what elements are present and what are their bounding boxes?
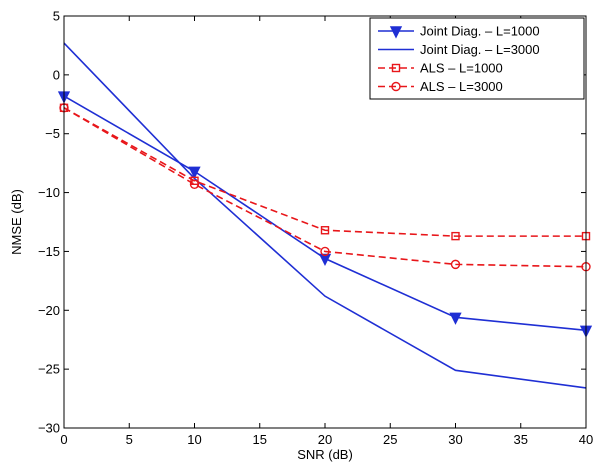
circle-marker (450, 259, 461, 270)
tick-labels: 0 5 10 15 20 25 30 35 40 5 0 −5 −10 −15 −20 −25 −30 (38, 9, 593, 448)
x-tick-label: 10 (187, 432, 201, 447)
axis-ticks (63, 15, 587, 429)
circle-marker (391, 81, 401, 92)
legend-label: ALS – L=3000 (420, 79, 503, 94)
legend-entry-als-l3000: ALS – L=3000 (378, 79, 503, 94)
x-tick-label: 30 (448, 432, 462, 447)
square-marker (190, 176, 199, 186)
y-tick-label: −5 (45, 126, 60, 141)
y-tick-label: 5 (53, 9, 60, 24)
y-tick-label: −30 (38, 421, 60, 436)
legend-entry-als-l1000: ALS – L=1000 (378, 61, 503, 76)
circle-marker (189, 179, 200, 190)
circle-marker (320, 246, 330, 257)
triangle-marker (318, 253, 332, 267)
triangle-marker (449, 312, 462, 325)
square-marker (320, 226, 330, 235)
plot-markers (57, 91, 593, 338)
square-marker (451, 231, 460, 241)
x-axis-label: SNR (dB) (297, 447, 353, 462)
series-line-2 (63, 107, 586, 237)
x-tick-label: 35 (514, 432, 528, 447)
x-tick-label: 25 (383, 432, 397, 447)
x-tick-label: 15 (253, 432, 267, 447)
x-tick-label: 40 (579, 432, 593, 447)
y-tick-label: −10 (38, 185, 60, 200)
x-tick-label: 0 (60, 432, 67, 447)
legend-label: ALS – L=1000 (420, 61, 503, 76)
legend-label: Joint Diag. – L=3000 (420, 42, 540, 57)
y-tick-label: −25 (38, 362, 60, 377)
y-tick-label: 0 (53, 67, 60, 82)
y-axis-label: NMSE (dB) (9, 189, 24, 255)
x-tick-label: 5 (126, 432, 133, 447)
series-line-1 (63, 42, 587, 389)
legend-entry-joint-diag-l1000: Joint Diag. – L=1000 (378, 24, 540, 39)
legend: Joint Diag. – L=1000 Joint Diag. – L=300… (369, 17, 585, 100)
y-tick-label: −15 (38, 244, 60, 259)
series-line-3 (63, 107, 587, 268)
y-tick-label: −20 (38, 303, 60, 318)
triangle-marker (188, 166, 201, 179)
x-tick-label: 20 (318, 432, 332, 447)
legend-entry-joint-diag-l3000: Joint Diag. – L=3000 (378, 42, 540, 57)
square-marker (391, 63, 401, 73)
triangle-marker (389, 26, 403, 39)
legend-label: Joint Diag. – L=1000 (420, 24, 540, 39)
